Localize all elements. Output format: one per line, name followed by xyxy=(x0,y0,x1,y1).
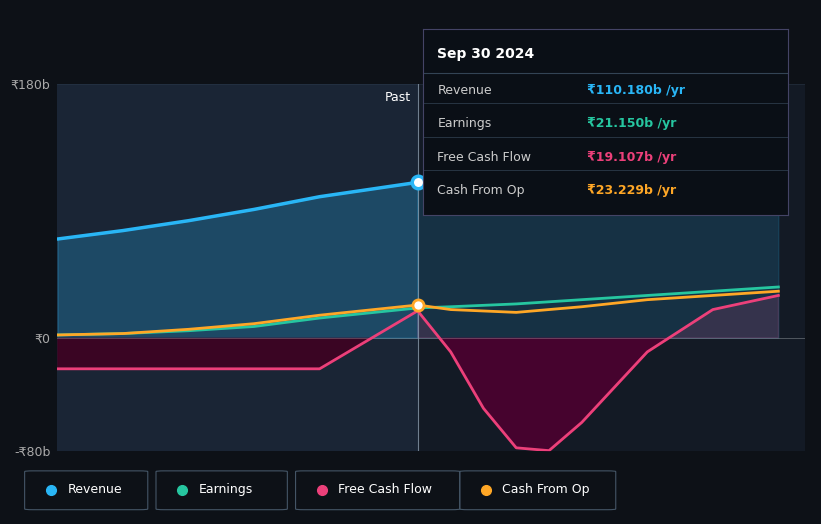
Text: ₹21.150b /yr: ₹21.150b /yr xyxy=(587,117,677,130)
Text: Cash From Op: Cash From Op xyxy=(438,184,525,197)
Text: Revenue: Revenue xyxy=(438,84,492,97)
Text: Free Cash Flow: Free Cash Flow xyxy=(438,151,531,163)
Text: Past: Past xyxy=(385,92,411,104)
Bar xyxy=(57,84,418,451)
Text: Analysts Forecasts: Analysts Forecasts xyxy=(424,92,540,104)
Text: Free Cash Flow: Free Cash Flow xyxy=(338,484,432,496)
Text: ₹110.180b /yr: ₹110.180b /yr xyxy=(587,84,686,97)
Text: Revenue: Revenue xyxy=(67,484,122,496)
Text: Earnings: Earnings xyxy=(199,484,253,496)
Text: ₹23.229b /yr: ₹23.229b /yr xyxy=(587,184,677,197)
Text: Earnings: Earnings xyxy=(438,117,492,130)
Text: Sep 30 2024: Sep 30 2024 xyxy=(438,48,534,61)
Text: Cash From Op: Cash From Op xyxy=(502,484,590,496)
Text: ₹19.107b /yr: ₹19.107b /yr xyxy=(587,151,677,163)
